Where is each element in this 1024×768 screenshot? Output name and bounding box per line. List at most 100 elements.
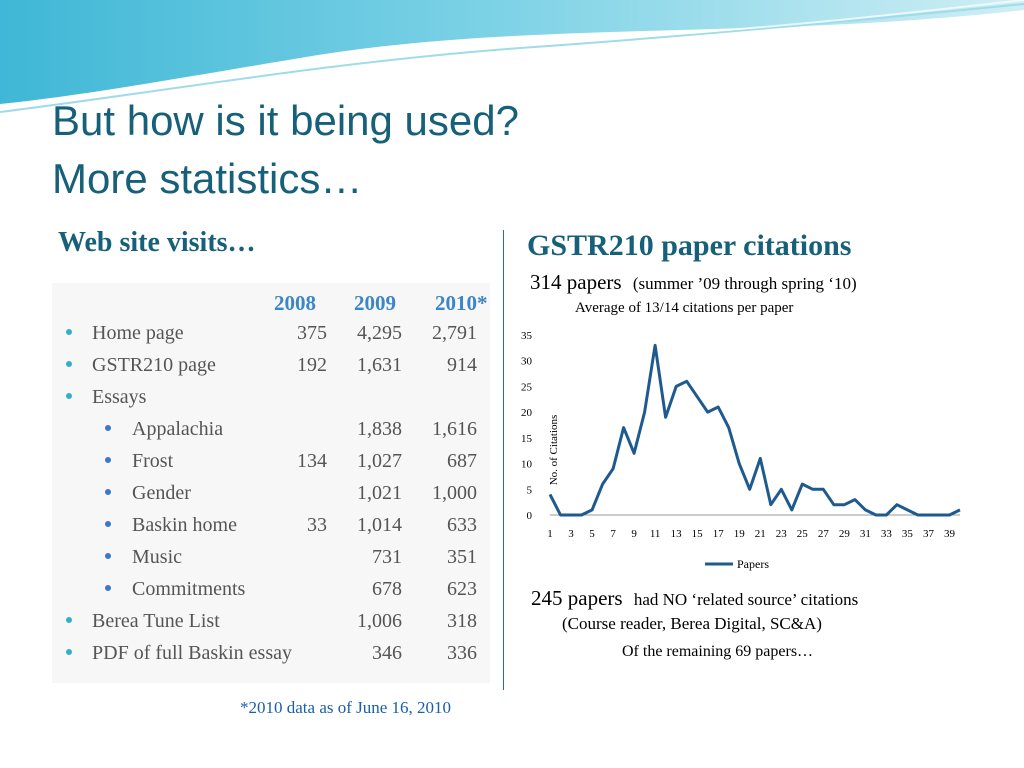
table-row: Appalachia 1,838 1,616 — [52, 415, 490, 447]
footnote: *2010 data as of June 16, 2010 — [240, 698, 452, 717]
column-header-2008: 2008 — [274, 291, 316, 315]
row-value-2010: 1,616 — [432, 418, 477, 440]
row-value-2009: 4,295 — [357, 322, 402, 344]
row-value-2009: 731 — [372, 546, 402, 568]
bullet-icon — [66, 393, 72, 399]
row-value-2010: 914 — [447, 354, 477, 376]
papers-period: (summer ’09 through spring ‘10) — [632, 274, 857, 293]
row-value-2010: 336 — [447, 642, 477, 664]
y-tick-label: 5 — [527, 484, 533, 496]
y-tick-label: 10 — [521, 459, 533, 471]
x-tick-label: 13 — [671, 528, 683, 540]
row-label: Berea Tune List — [92, 610, 220, 632]
x-tick-label: 15 — [692, 528, 704, 540]
table-row: Commitments 678 623 — [52, 575, 490, 607]
y-axis-label: No. of Citations — [548, 415, 560, 486]
y-tick-label: 30 — [521, 356, 533, 368]
bullet-icon — [105, 553, 111, 559]
row-label: Baskin home — [132, 514, 237, 536]
row-value-2009: 1,006 — [357, 610, 402, 632]
bullet-icon — [105, 521, 111, 527]
citations-heading: GSTR210 paper citations — [527, 229, 852, 262]
bullet-icon — [66, 617, 72, 623]
title-line-1: But how is it being used? — [52, 97, 519, 144]
x-tick-label: 7 — [610, 528, 616, 540]
table-row: Music 731 351 — [52, 543, 490, 575]
remaining-papers: Of the remaining 69 papers… — [622, 643, 814, 660]
x-tick-label: 5 — [589, 528, 595, 540]
table-row: Frost 134 1,027 687 — [52, 447, 490, 479]
x-tick-label: 9 — [631, 528, 637, 540]
x-tick-label: 21 — [755, 528, 766, 540]
x-tick-label: 31 — [860, 528, 871, 540]
slide-title: But how is it being used? More statistic… — [52, 92, 519, 208]
x-tick-label: 23 — [776, 528, 788, 540]
table-row: Baskin home 33 1,014 633 — [52, 511, 490, 543]
row-value-2009: 678 — [372, 578, 402, 600]
bullet-icon — [66, 329, 72, 335]
row-label: Appalachia — [132, 418, 224, 440]
table-row: PDF of full Baskin essay 346 336 — [52, 639, 490, 671]
row-value-2008: 33 — [307, 514, 327, 536]
row-value-2009: 1,027 — [357, 450, 402, 472]
y-tick-label: 0 — [527, 510, 533, 522]
bullet-icon — [66, 649, 72, 655]
legend-label-papers: Papers — [737, 557, 769, 571]
table-row: Gender 1,021 1,000 — [52, 479, 490, 511]
title-line-2: More statistics… — [52, 155, 363, 202]
row-value-2009: 1,014 — [357, 514, 402, 536]
table-row: Essays — [52, 383, 490, 415]
row-label: Commitments — [132, 578, 246, 600]
x-tick-label: 27 — [818, 528, 830, 540]
row-value-2009: 1,631 — [357, 354, 402, 376]
bullet-icon — [66, 361, 72, 367]
row-label: Essays — [92, 386, 147, 408]
x-tick-label: 19 — [734, 528, 746, 540]
x-tick-label: 17 — [713, 528, 725, 540]
no-related-summary: 245 papers had NO ‘related source’ citat… — [531, 586, 858, 611]
table-row: GSTR210 page 192 1,631 914 — [52, 351, 490, 383]
x-tick-label: 29 — [839, 528, 851, 540]
row-value-2010: 1,000 — [432, 482, 477, 504]
row-value-2010: 318 — [447, 610, 477, 632]
no-related-text: had NO ‘related source’ citations — [633, 590, 859, 609]
row-value-2010: 351 — [447, 546, 477, 568]
papers-summary: 314 papers (summer ’09 through spring ‘1… — [530, 270, 857, 295]
row-value-2008: 134 — [297, 450, 327, 472]
x-tick-label: 11 — [650, 528, 661, 540]
column-divider — [503, 230, 504, 690]
bullet-icon — [105, 585, 111, 591]
no-related-count: 245 papers — [531, 586, 623, 610]
row-value-2010: 623 — [447, 578, 477, 600]
papers-count: 314 papers — [530, 270, 622, 294]
row-label: Home page — [92, 322, 184, 344]
y-tick-label: 20 — [521, 407, 533, 419]
series-line-papers — [548, 343, 961, 517]
row-value-2008: 192 — [297, 354, 327, 376]
table-row: Home page 375 4,295 2,791 — [52, 319, 490, 351]
row-value-2010: 633 — [447, 514, 477, 536]
y-tick-label: 15 — [521, 433, 533, 445]
header-wave-decoration — [0, 0, 1024, 113]
visits-heading: Web site visits… — [58, 227, 256, 258]
x-tick-label: 39 — [944, 528, 956, 540]
y-tick-label: 25 — [521, 381, 533, 393]
average-citations: Average of 13/14 citations per paper — [575, 300, 794, 316]
x-tick-label: 35 — [902, 528, 914, 540]
x-tick-label: 25 — [797, 528, 809, 540]
row-label: Gender — [132, 482, 191, 504]
x-tick-label: 1 — [547, 528, 553, 540]
column-header-2010: 2010* — [435, 291, 488, 315]
row-label: Music — [132, 546, 182, 568]
visits-table: 2008 2009 2010* Home page 375 4,295 2,791 GS… — [52, 283, 490, 683]
x-tick-label: 3 — [568, 528, 574, 540]
bullet-icon — [105, 457, 111, 463]
row-label: PDF of full Baskin essay — [92, 642, 292, 664]
row-value-2008: 375 — [297, 322, 327, 344]
row-value-2009: 346 — [372, 642, 402, 664]
row-value-2009: 1,021 — [357, 482, 402, 504]
y-tick-label: 35 — [521, 330, 533, 342]
row-label: GSTR210 page — [92, 354, 216, 376]
bullet-icon — [105, 489, 111, 495]
